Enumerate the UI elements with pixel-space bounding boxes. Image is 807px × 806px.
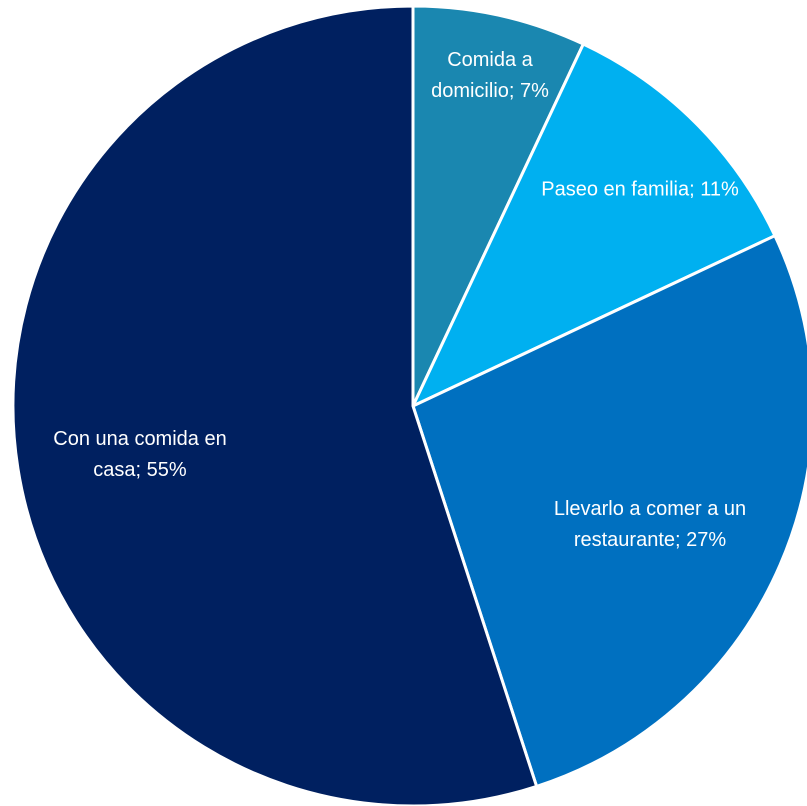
pie-slice	[409, 42, 777, 410]
pie-slice	[411, 4, 586, 407]
data-label: Comida a domicilio; 7%	[431, 49, 549, 102]
data-label: Llevarlo a comer a un restaurante; 27%	[553, 498, 747, 551]
pie-slice	[11, 4, 539, 806]
data-label: Paseo en familia; 11%	[541, 178, 739, 201]
pie-slice	[411, 233, 807, 789]
data-label: Con una comida en casa; 55%	[53, 428, 227, 481]
